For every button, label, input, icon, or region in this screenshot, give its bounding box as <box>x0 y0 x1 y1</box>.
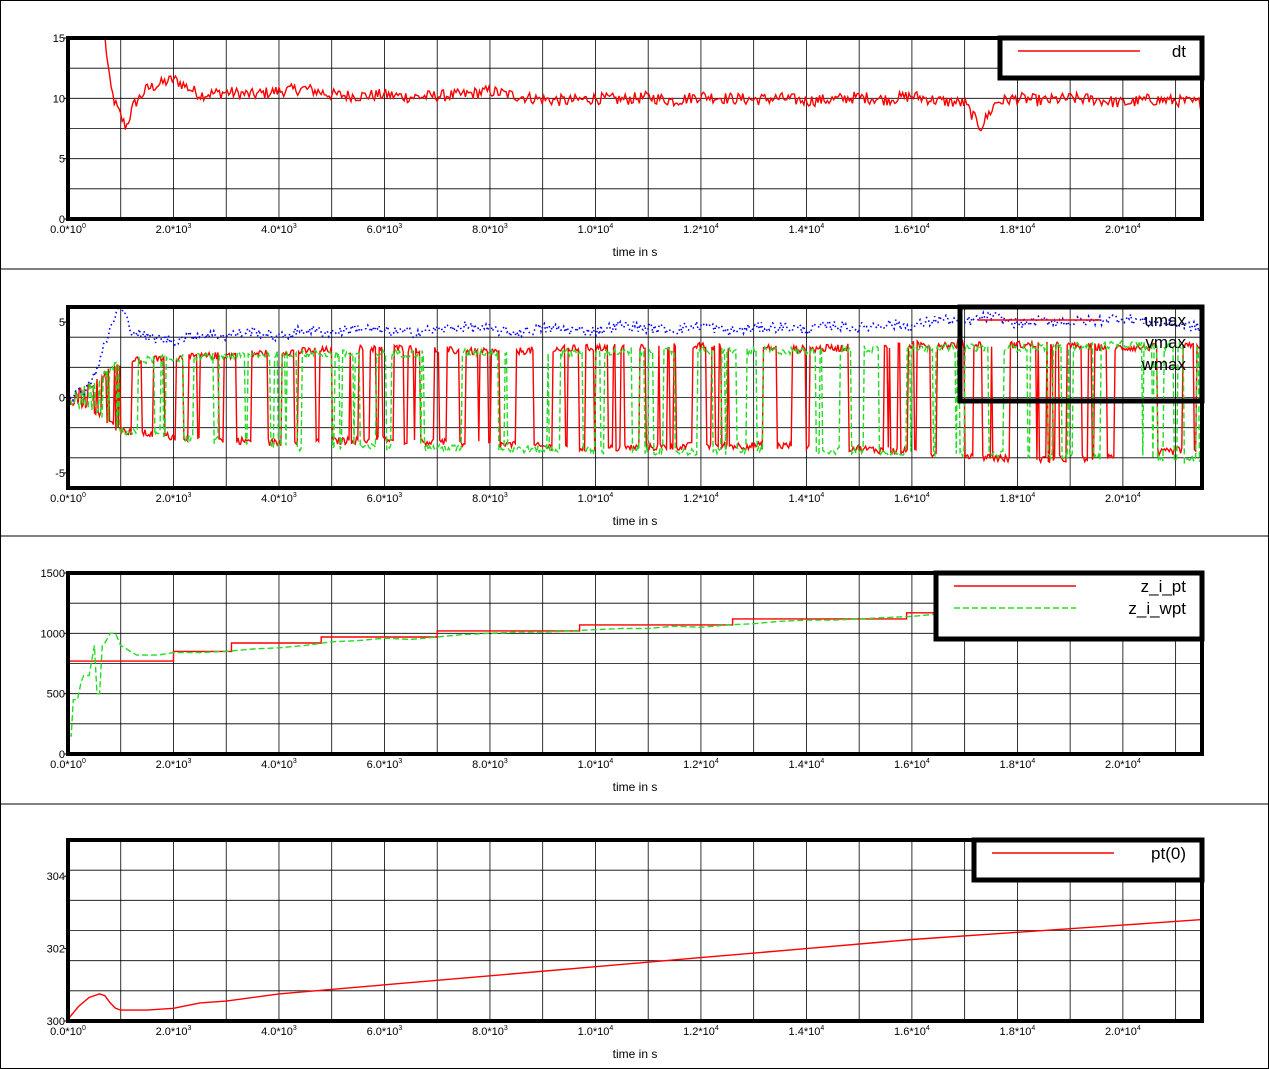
legend-label-wmax: wmax <box>1141 355 1187 374</box>
series-line-vmax <box>68 339 1202 465</box>
x-tick-label: 1.8*104 <box>1000 1025 1036 1038</box>
legend-label-z_i_wpt: z_i_wpt <box>1128 599 1186 618</box>
y-tick-label: 304 <box>47 871 65 883</box>
x-tick-label: 2.0*104 <box>1105 1025 1141 1038</box>
x-tick-label: 1.2*104 <box>683 492 719 505</box>
x-tick-label: 2.0*103 <box>156 492 192 505</box>
x-tick-label: 2.0*103 <box>156 223 192 236</box>
x-tick-label: 2.0*104 <box>1105 758 1141 771</box>
y-tick-label: 5 <box>59 317 65 329</box>
plot-frame <box>66 36 1204 221</box>
panel-velocities: -5 0 5 0.0*100 2.0*103 4.0*103 6.0*103 8.0*103 1… <box>50 304 1205 528</box>
grid <box>68 573 1202 754</box>
legend: umax vmax wmax <box>957 304 1205 404</box>
x-tick-label: 1.8*104 <box>1000 758 1036 771</box>
legend-label-dt: dt <box>1172 42 1186 61</box>
x-tick-label: 0.0*100 <box>50 1025 86 1038</box>
x-tick-label: 1.8*104 <box>1000 492 1036 505</box>
x-tick-label: 1.6*104 <box>894 1025 930 1038</box>
x-tick-label: 2.0*104 <box>1105 223 1141 236</box>
y-tick-label: 0 <box>59 393 65 405</box>
x-tick-label: 1.0*104 <box>578 758 614 771</box>
legend-label-umax: umax <box>1144 311 1186 330</box>
legend-label-z_i_pt: z_i_pt <box>1141 577 1187 596</box>
x-tick-label: 8.0*103 <box>472 1025 508 1038</box>
y-tick-label: 15 <box>53 33 65 45</box>
x-tick-label: 1.4*104 <box>789 758 825 771</box>
y-tick-label: 1500 <box>41 568 65 580</box>
x-tick-label: 0.0*100 <box>50 758 86 771</box>
plot-area <box>68 307 1202 465</box>
x-tick-label: 6.0*103 <box>367 1025 403 1038</box>
y-tick-label: -5 <box>55 468 65 480</box>
plot-area <box>68 918 1202 1020</box>
x-tick-label: 6.0*103 <box>367 492 403 505</box>
x-tick-label: 1.6*104 <box>894 492 930 505</box>
y-tick-label: 10 <box>53 93 65 105</box>
series-line-dt <box>104 38 1202 132</box>
plot-area <box>104 38 1202 132</box>
x-tick-label: 1.4*104 <box>789 492 825 505</box>
panel-zi: 0 500 1000 1500 0.0*100 2.0*103 4.0*103 6.0*103… <box>41 568 1205 794</box>
panel-pt: 300 302 304 0.0*100 2.0*103 4.0*103 6.0*103 8.0… <box>47 837 1205 1061</box>
x-tick-label: 4.0*103 <box>261 758 297 771</box>
x-tick-label: 4.0*103 <box>261 223 297 236</box>
x-tick-label: 0.0*100 <box>50 492 86 505</box>
legend-box <box>933 570 1205 642</box>
x-tick-label: 1.2*104 <box>683 1025 719 1038</box>
series-line-wmax <box>68 307 1202 403</box>
x-tick-label: 2.0*104 <box>1105 492 1141 505</box>
y-tick-label: 0 <box>59 749 65 761</box>
grid <box>68 38 1202 219</box>
y-tick-label: 300 <box>47 1016 65 1028</box>
x-tick-label: 1.6*104 <box>894 223 930 236</box>
y-tick-label: 1000 <box>41 628 65 640</box>
panel-dt: 0 5 10 15 0.0*100 2.0*103 4.0*103 6.0*103 8.0*10… <box>50 33 1205 259</box>
x-tick-label: 1.2*104 <box>683 223 719 236</box>
series-line-pt(0) <box>68 918 1202 1020</box>
x-tick-label: 2.0*103 <box>156 1025 192 1038</box>
y-tick-label: 302 <box>47 944 65 956</box>
x-tick-label: 6.0*103 <box>367 758 403 771</box>
y-tick-label: 5 <box>59 154 65 166</box>
series-line-umax <box>68 338 1202 465</box>
y-tick-label: 0 <box>59 214 65 226</box>
x-tick-label: 6.0*103 <box>367 223 403 236</box>
legend-label-pt(0): pt(0) <box>1151 844 1186 863</box>
x-axis-label: time in s <box>613 514 658 528</box>
plot-frame <box>66 571 1204 756</box>
x-tick-label: 4.0*103 <box>261 1025 297 1038</box>
legend: z_i_pt z_i_wpt <box>933 570 1205 642</box>
x-tick-label: 2.0*103 <box>156 758 192 771</box>
x-tick-label: 1.0*104 <box>578 1025 614 1038</box>
y-tick-label: 500 <box>47 689 65 701</box>
x-tick-label: 8.0*103 <box>472 223 508 236</box>
legend: dt <box>997 35 1205 81</box>
legend-label-vmax: vmax <box>1145 333 1186 352</box>
x-tick-label: 1.8*104 <box>1000 223 1036 236</box>
legend-box <box>971 837 1205 883</box>
x-axis-label: time in s <box>613 245 658 259</box>
x-tick-label: 8.0*103 <box>472 758 508 771</box>
x-tick-label: 4.0*103 <box>261 492 297 505</box>
x-tick-label: 0.0*100 <box>50 223 86 236</box>
x-tick-label: 1.6*104 <box>894 758 930 771</box>
legend-box <box>997 35 1205 81</box>
x-tick-label: 8.0*103 <box>472 492 508 505</box>
legend-box <box>957 304 1205 404</box>
x-tick-label: 1.4*104 <box>789 223 825 236</box>
plot-frame <box>66 838 1204 1023</box>
x-axis-label: time in s <box>613 1047 658 1061</box>
x-tick-label: 1.4*104 <box>789 1025 825 1038</box>
x-axis-label: time in s <box>613 780 658 794</box>
x-tick-label: 1.0*104 <box>578 492 614 505</box>
legend: pt(0) <box>971 837 1205 883</box>
x-tick-label: 1.2*104 <box>683 758 719 771</box>
x-tick-label: 1.0*104 <box>578 223 614 236</box>
